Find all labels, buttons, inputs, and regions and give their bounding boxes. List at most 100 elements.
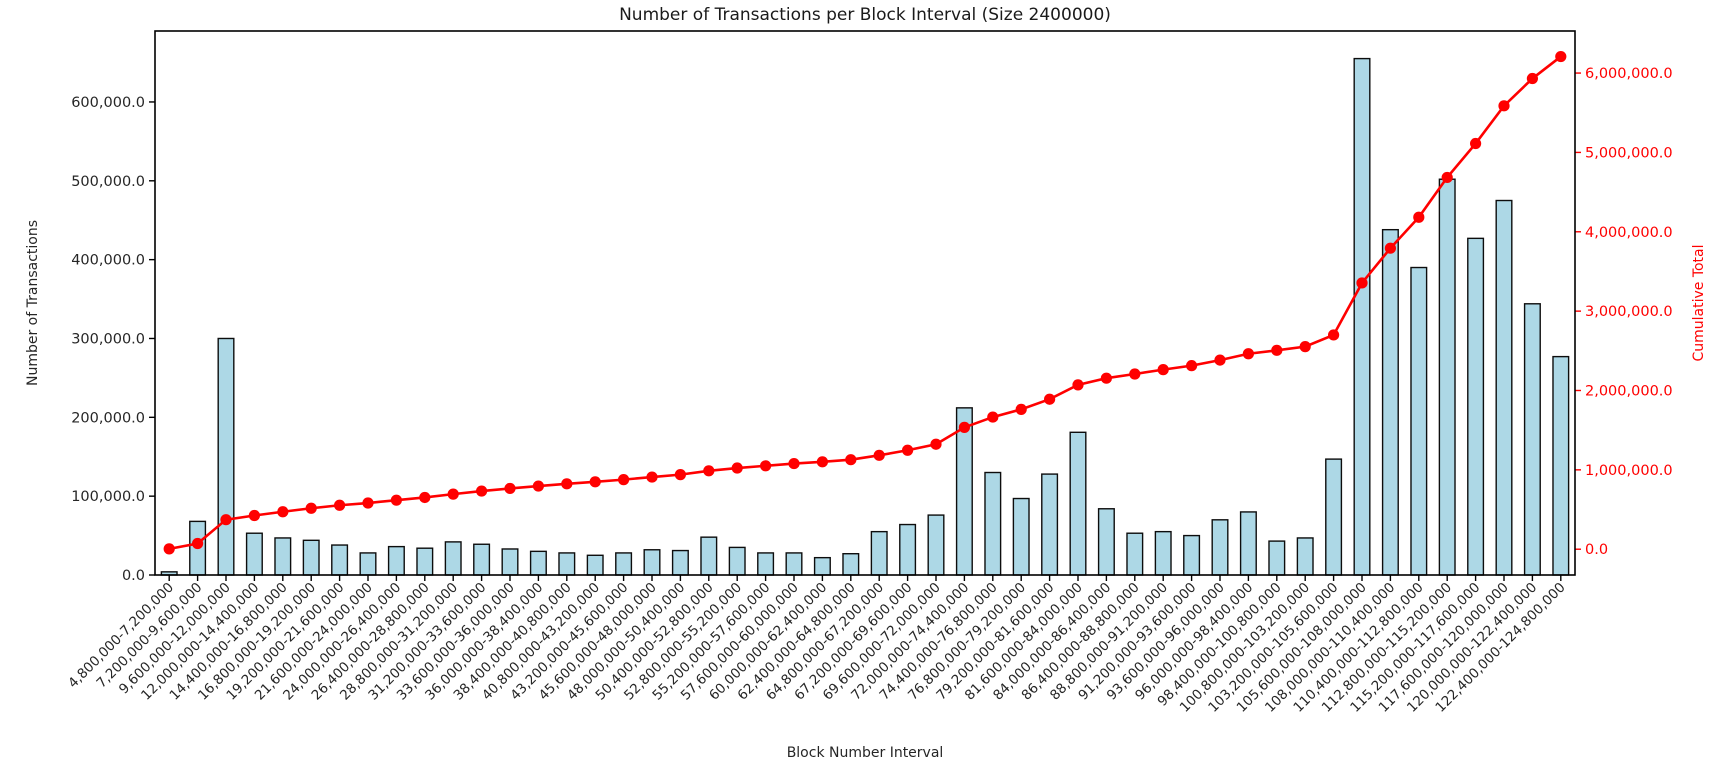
transactions-bar	[1495, 199, 1513, 576]
transactions-bar	[1296, 537, 1314, 576]
transactions-bar	[1410, 266, 1428, 576]
transactions-bar	[1353, 57, 1371, 576]
transactions-bar	[615, 552, 633, 576]
cumulative-point	[1526, 72, 1538, 85]
transactions-bar	[785, 552, 803, 576]
transactions-bar	[927, 514, 945, 576]
transactions-bar	[1154, 530, 1172, 576]
transactions-bar	[359, 552, 377, 576]
cumulative-point	[902, 444, 914, 456]
cumulative-point	[845, 454, 857, 466]
left-tick-label: 300,000.0	[71, 331, 145, 347]
right-tick-label: 4,000,000.0	[1585, 225, 1673, 241]
transactions-bar	[586, 554, 604, 576]
cumulative-point	[1328, 329, 1340, 341]
cumulative-point	[277, 506, 289, 518]
transactions-bar	[899, 523, 917, 576]
transactions-bar	[1126, 532, 1144, 576]
cumulative-point	[447, 488, 459, 500]
cumulative-point	[1214, 354, 1226, 366]
cumulative-point	[1100, 372, 1112, 384]
cumulative-point	[646, 471, 658, 483]
transactions-bar	[1239, 511, 1257, 576]
transactions-bar	[1467, 237, 1485, 576]
cumulative-point	[532, 480, 545, 492]
cumulative-point	[1186, 360, 1198, 372]
transactions-bar	[1523, 303, 1541, 576]
cumulative-point	[1413, 211, 1425, 223]
cumulative-point	[703, 465, 715, 477]
cumulative-point	[192, 537, 204, 550]
cumulative-point	[674, 469, 687, 481]
cumulative-point	[1384, 242, 1396, 254]
left-tick-label: 400,000.0	[71, 253, 145, 269]
transactions-bar	[1438, 178, 1456, 576]
right-tick-label: 2,000,000.0	[1585, 383, 1673, 399]
transactions-bar	[813, 556, 831, 576]
transactions-bar	[1325, 458, 1343, 576]
transactions-bar	[529, 550, 547, 576]
cumulative-point	[476, 485, 488, 497]
left-tick-label: 500,000.0	[71, 174, 145, 190]
cumulative-point	[589, 476, 601, 488]
transactions-bar	[1268, 540, 1286, 576]
left-tick-label: 100,000.0	[71, 489, 145, 505]
transactions-bar	[501, 548, 519, 576]
cumulative-point	[504, 482, 516, 495]
transactions-bar	[473, 543, 491, 576]
transactions-bar	[757, 552, 775, 576]
right-tick-label: 1,000,000.0	[1585, 463, 1673, 479]
cumulative-point	[1242, 348, 1254, 360]
transactions-bar	[1012, 497, 1030, 576]
transactions-bar	[558, 552, 576, 576]
transactions-bar	[671, 549, 689, 576]
cumulative-point	[618, 474, 630, 486]
cumulative-point	[1072, 379, 1084, 391]
cumulative-point	[1470, 137, 1482, 150]
right-tick-label: 6,000,000.0	[1585, 66, 1673, 82]
cumulative-point	[987, 411, 999, 423]
transactions-bar	[842, 553, 860, 576]
transactions-bar	[1069, 431, 1087, 576]
transactions-bar	[700, 536, 718, 576]
transactions-bar	[444, 541, 462, 576]
transactions-bar	[1381, 228, 1399, 576]
cumulative-point	[220, 514, 232, 526]
right-tick-label: 3,000,000.0	[1585, 304, 1673, 320]
cumulative-point	[1271, 344, 1283, 356]
transactions-bar	[274, 537, 292, 576]
right-tick-label: 5,000,000.0	[1585, 145, 1673, 161]
x-axis-label: Block Number Interval	[786, 745, 944, 761]
transactions-bar	[302, 539, 320, 576]
transactions-bar	[728, 546, 746, 576]
cumulative-point	[1356, 277, 1368, 289]
left-tick-label: 600,000.0	[71, 95, 145, 111]
left-tick-label: 0.0	[122, 568, 145, 584]
cumulative-point	[362, 497, 374, 509]
transactions-bar	[1552, 355, 1570, 576]
cumulative-point	[816, 456, 829, 468]
cumulative-point	[760, 460, 772, 472]
cumulative-point	[731, 462, 743, 474]
cumulative-point	[958, 421, 971, 433]
transactions-bar	[1183, 534, 1201, 576]
cumulative-point	[1299, 341, 1311, 353]
cumulative-point	[1129, 368, 1141, 380]
chart-title: Number of Transactions per Block Interva…	[619, 5, 1111, 25]
right-tick-label: 0.0	[1585, 542, 1608, 558]
plot-border	[154, 30, 1576, 576]
transactions-bar	[1211, 519, 1229, 576]
cumulative-point	[1044, 393, 1056, 405]
cumulative-point	[334, 499, 346, 511]
cumulative-point	[873, 449, 885, 461]
cumulative-point	[305, 502, 317, 514]
cumulative-point	[561, 478, 573, 490]
cumulative-point	[1157, 364, 1169, 376]
left-tick-label: 200,000.0	[71, 410, 145, 426]
cumulative-point	[248, 509, 260, 522]
transactions-bar	[1097, 508, 1115, 576]
cumulative-point	[1498, 100, 1510, 112]
transactions-bar	[245, 532, 263, 576]
transactions-bar	[217, 337, 235, 576]
